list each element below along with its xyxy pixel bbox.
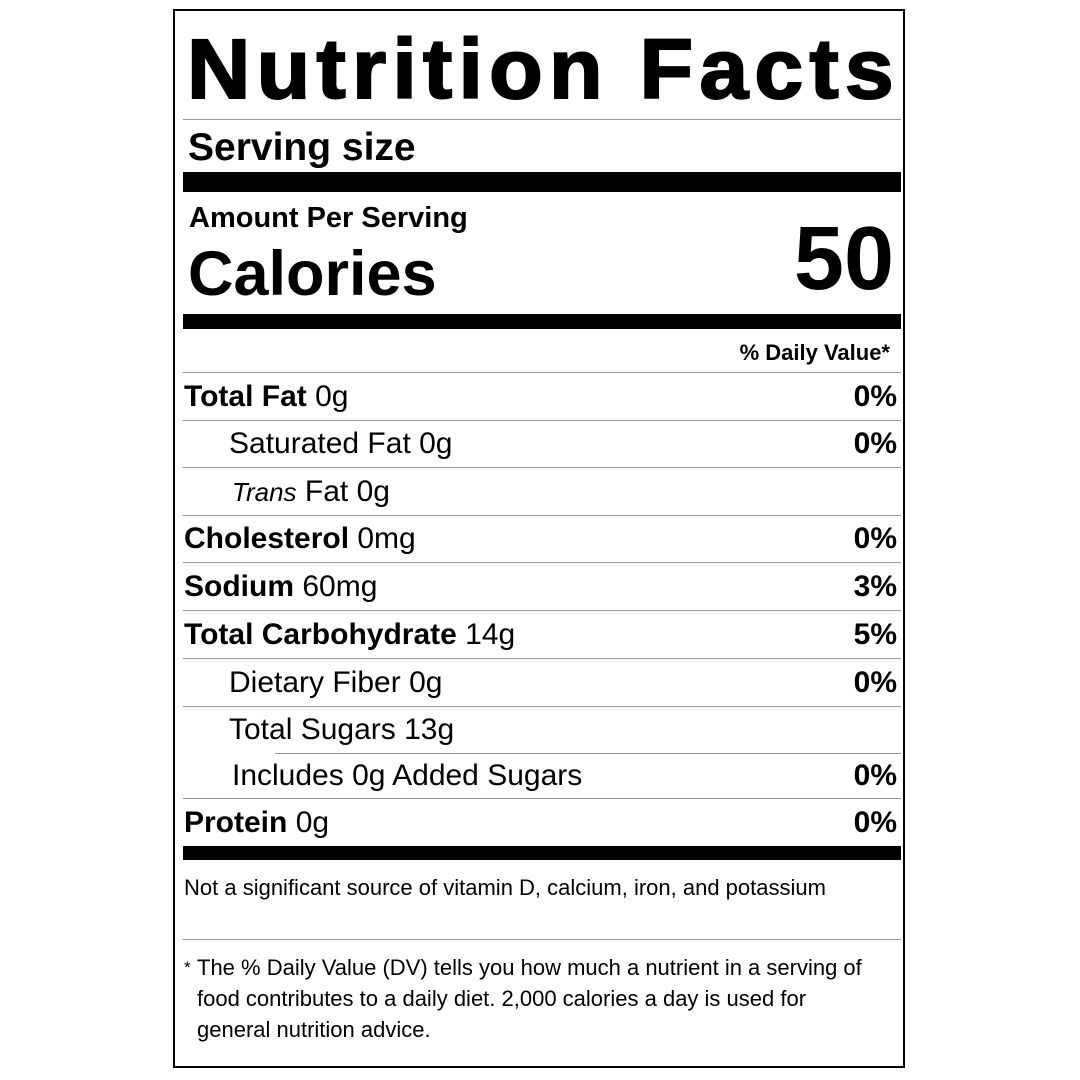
nutrient-row: Sodium 60mg 3% xyxy=(184,563,897,610)
nutrient-amount: 0g xyxy=(315,379,349,413)
nutrient-row: Dietary Fiber 0g 0% xyxy=(184,659,897,706)
calories-value: 50 xyxy=(793,209,894,309)
nutrient-row: Cholesterol 0mg 0% xyxy=(184,516,897,562)
daily-value-percent: 0% xyxy=(853,379,897,413)
nutrient-name: Total Fat xyxy=(184,379,307,413)
nutrient-row: Trans Fat 0g xyxy=(184,468,897,515)
nutrition-label-border xyxy=(173,9,905,1068)
nutrient-row: Saturated Fat 0g 0% xyxy=(184,421,897,467)
nutrient-row: Total Carbohydrate 14g 5% xyxy=(184,611,897,658)
nutrient-amount: 0g xyxy=(356,474,390,508)
divider xyxy=(183,515,901,516)
nutrient-row: Total Sugars 13g xyxy=(184,707,897,753)
nutrient-name: Sodium xyxy=(184,569,294,603)
footnote-marker: * xyxy=(184,958,191,977)
nutrient-name: Includes 0g Added Sugars xyxy=(232,759,583,792)
nutrient-amount: 0g xyxy=(295,805,330,839)
nutrient-name: Total Sugars xyxy=(229,713,396,746)
thick-divider xyxy=(183,172,901,192)
divider xyxy=(183,798,901,799)
amount-per-serving: Amount Per Serving xyxy=(189,202,468,234)
calories-label: Calories xyxy=(188,239,437,309)
serving-size-label: Serving size xyxy=(188,126,416,169)
divider xyxy=(183,939,901,940)
nutrient-name-italic: Trans xyxy=(232,476,297,507)
nutrient-amount: 60mg xyxy=(302,569,378,603)
nutrient-amount: 0g xyxy=(419,427,453,460)
daily-value-percent: 0% xyxy=(853,427,897,460)
divider xyxy=(183,610,901,611)
divider xyxy=(183,467,901,468)
daily-value-percent: 0% xyxy=(853,522,897,555)
divider xyxy=(275,753,901,754)
divider xyxy=(183,562,901,563)
daily-value-percent: 0% xyxy=(853,759,897,792)
nutrient-name: Saturated Fat xyxy=(229,427,411,460)
nutrient-amount: 0mg xyxy=(357,522,416,555)
nutrient-row: Protein 0g 0% xyxy=(184,799,897,846)
nutrient-amount: 13g xyxy=(404,713,455,746)
label-title: Nutrition Facts xyxy=(186,22,900,116)
nutrient-amount: 0g xyxy=(409,665,443,699)
divider xyxy=(183,706,901,707)
nutrient-amount: 14g xyxy=(465,617,516,651)
nutrient-name: Cholesterol xyxy=(184,522,350,555)
daily-value-percent: 0% xyxy=(853,805,897,839)
divider xyxy=(183,372,901,373)
nutrient-name: Dietary Fiber xyxy=(229,665,401,699)
divider xyxy=(183,119,901,120)
daily-value-percent: 3% xyxy=(853,569,897,603)
daily-value-footnote: The % Daily Value (DV) tells you how muc… xyxy=(197,955,862,1042)
divider xyxy=(183,658,901,659)
daily-value-header: % Daily Value* xyxy=(739,340,890,365)
daily-value-percent: 0% xyxy=(853,665,897,699)
thick-divider xyxy=(183,314,901,329)
nutrient-row: Total Fat 0g 0% xyxy=(184,373,897,420)
nutrient-name: Fat xyxy=(304,474,349,508)
nutrient-name: Total Carbohydrate xyxy=(184,617,457,651)
daily-value-percent: 5% xyxy=(853,617,897,651)
nutrient-row: Includes 0g Added Sugars 0% xyxy=(184,754,897,798)
not-significant-note: Not a significant source of vitamin D, c… xyxy=(184,875,826,900)
divider xyxy=(183,420,901,421)
thick-divider xyxy=(183,846,901,860)
nutrient-name: Protein xyxy=(184,805,288,839)
